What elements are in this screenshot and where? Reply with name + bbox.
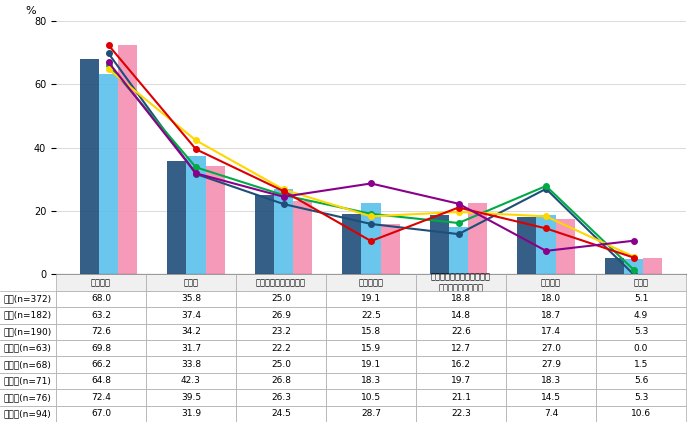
Bar xyxy=(80,59,99,274)
Bar xyxy=(118,44,137,274)
Bar xyxy=(274,189,293,274)
Bar xyxy=(167,161,186,274)
Bar xyxy=(517,217,536,274)
Bar xyxy=(206,166,225,274)
Y-axis label: %: % xyxy=(25,6,36,16)
Bar xyxy=(430,215,449,274)
Bar xyxy=(361,203,381,274)
Bar xyxy=(381,225,400,274)
Bar xyxy=(605,258,624,274)
Bar xyxy=(449,227,468,274)
Bar xyxy=(556,219,575,274)
Bar xyxy=(468,203,487,274)
Bar xyxy=(99,74,118,274)
Bar xyxy=(624,259,643,274)
Bar xyxy=(643,257,662,274)
Bar xyxy=(255,195,274,274)
Bar xyxy=(342,214,361,274)
Bar xyxy=(293,201,312,274)
Bar xyxy=(536,215,556,274)
Bar xyxy=(186,156,206,274)
